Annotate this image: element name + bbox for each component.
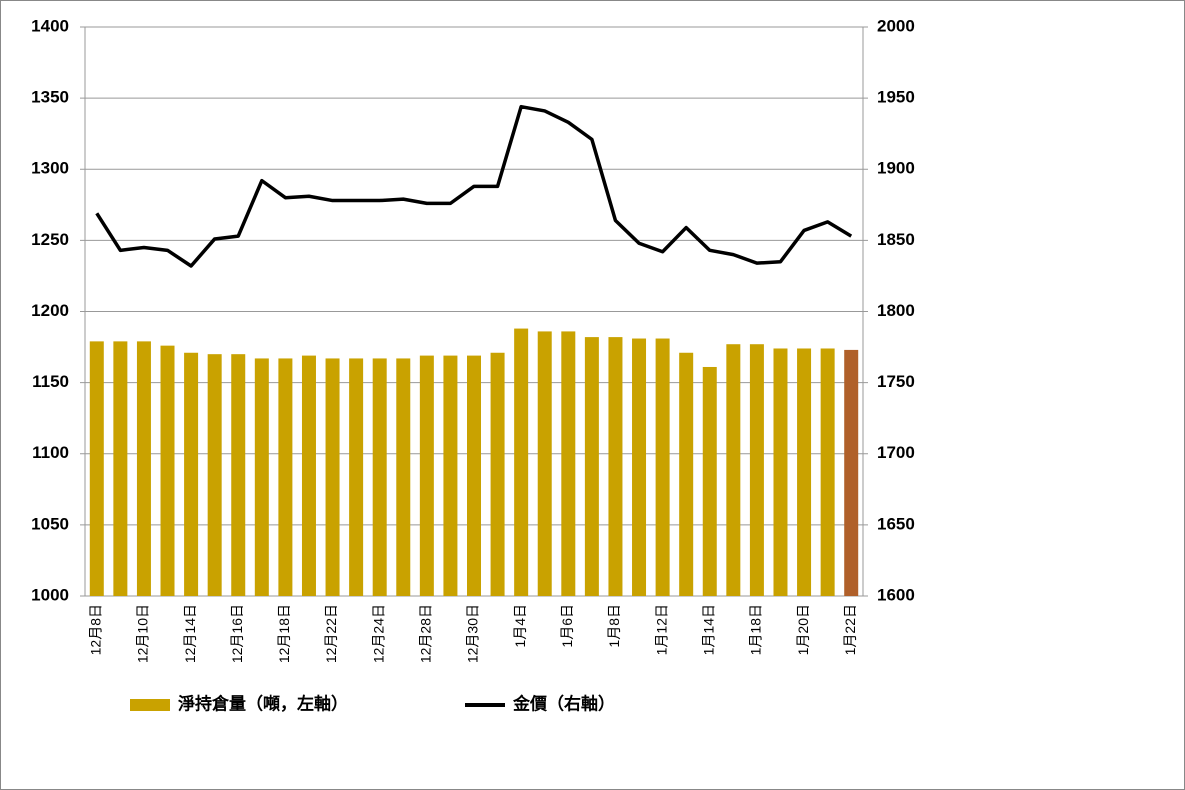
- x-tick-label: 12月10日: [135, 604, 151, 663]
- bar: [655, 338, 670, 596]
- x-tick-label: 12月14日: [182, 604, 198, 663]
- x-tick-label: 12月28日: [418, 604, 434, 663]
- x-tick-label: 1月14日: [700, 604, 716, 655]
- bar: [278, 358, 293, 596]
- bar: [608, 337, 623, 596]
- bar: [726, 344, 741, 596]
- y-tick-label: 1150: [32, 372, 69, 391]
- x-tick-label: 12月18日: [276, 604, 292, 663]
- legend-label: 淨持倉量（噸，左軸）: [178, 693, 348, 713]
- legend-swatch: [130, 699, 170, 711]
- x-tick-label: 1月12日: [653, 604, 669, 655]
- y2-tick-label: 1600: [877, 585, 915, 604]
- bar: [254, 358, 269, 596]
- y2-tick-label: 1750: [877, 372, 915, 391]
- bar: [584, 337, 599, 596]
- y2-tick-label: 1700: [877, 443, 915, 462]
- x-tick-label: 1月20日: [795, 604, 811, 655]
- x-tick-label: 1月18日: [748, 604, 764, 655]
- bar: [749, 344, 764, 596]
- bar: [349, 358, 364, 596]
- y2-tick-label: 1850: [877, 230, 915, 249]
- bar: [797, 348, 812, 596]
- y2-tick-label: 2000: [877, 16, 915, 35]
- bar: [160, 345, 175, 596]
- bar: [702, 366, 717, 596]
- bar: [325, 358, 340, 596]
- x-tick-label: 12月8日: [87, 604, 103, 655]
- y-tick-label: 1400: [31, 16, 69, 35]
- y-tick-label: 1100: [32, 443, 69, 462]
- bar: [89, 341, 104, 596]
- x-tick-label: 12月24日: [370, 604, 386, 663]
- x-tick-label: 12月22日: [323, 604, 339, 663]
- bar: [372, 358, 387, 596]
- y-tick-label: 1300: [31, 159, 69, 178]
- y2-tick-label: 1800: [877, 301, 915, 320]
- bar: [820, 348, 835, 596]
- y-tick-label: 1250: [31, 230, 69, 249]
- line: [95, 104, 853, 268]
- bar: [561, 331, 576, 596]
- bar: [490, 352, 505, 596]
- y-tick-label: 1200: [31, 301, 69, 320]
- y-tick-label: 1000: [31, 585, 69, 604]
- x-tick-label: 1月8日: [606, 604, 622, 648]
- y2-tick-label: 1900: [877, 159, 915, 178]
- x-tick-label: 12月16日: [229, 604, 245, 663]
- legend-label: 金價（右軸）: [512, 693, 615, 713]
- bar: [443, 355, 458, 596]
- x-tick-label: 1月6日: [559, 604, 575, 648]
- bar: [844, 349, 859, 596]
- y2-tick-label: 1650: [877, 514, 915, 533]
- bar: [537, 331, 552, 596]
- bar: [467, 355, 481, 596]
- y-tick-label: 1350: [31, 88, 69, 107]
- x-tick-label: 12月30日: [465, 604, 481, 663]
- x-tick-label: 1月4日: [512, 604, 528, 648]
- bar: [773, 348, 788, 596]
- bar: [136, 341, 151, 596]
- x-tick-label: 1月22日: [842, 604, 858, 655]
- y2-tick-label: 1950: [877, 88, 915, 107]
- y-tick-label: 1050: [31, 514, 69, 533]
- bar: [207, 354, 222, 596]
- bar: [113, 341, 128, 596]
- bar: [632, 338, 647, 596]
- bar: [231, 354, 246, 596]
- bar: [301, 355, 316, 596]
- bar: [514, 328, 529, 596]
- bar: [419, 355, 434, 596]
- bar: [679, 352, 694, 596]
- bar: [396, 358, 411, 596]
- bar: [184, 352, 199, 596]
